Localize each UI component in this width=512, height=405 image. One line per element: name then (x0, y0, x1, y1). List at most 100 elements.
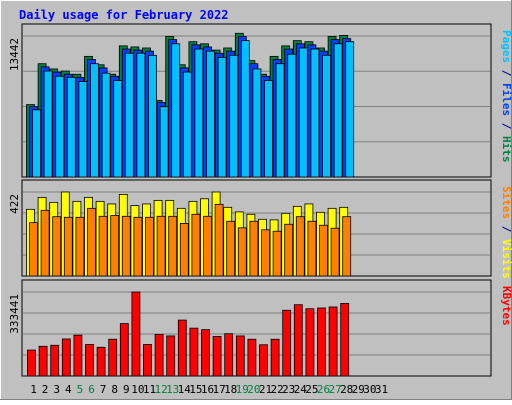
bar-sites-day-5 (75, 216, 85, 277)
x-tick-label: 25 (305, 383, 318, 396)
bar-sites-day-22 (272, 230, 282, 277)
x-tick-label: 19 (236, 383, 249, 396)
x-tick-label: 17 (212, 383, 225, 396)
bar-sites-day-13 (168, 215, 178, 277)
axis-label-part: / (500, 63, 512, 83)
bar-sites-day-11 (145, 216, 154, 277)
x-tick-label: 1 (30, 383, 37, 396)
bar-sites-day-23 (284, 223, 294, 277)
x-tick-label: 21 (259, 383, 272, 396)
bar-sites-day-14 (179, 223, 189, 277)
y-max-label: 13442 (8, 38, 21, 71)
bar-sites-day-17 (214, 203, 224, 277)
axis-label-part: KBytes (500, 286, 512, 326)
axis-label-part: Pages (500, 30, 512, 63)
x-tick-label: 6 (88, 383, 95, 396)
bar-pages-day-8 (113, 80, 123, 178)
axis-label-kbytes: KBytes (500, 286, 512, 326)
bar-kbytes-day-4 (61, 338, 71, 377)
y-max-label: 422 (8, 194, 21, 214)
x-tick-label: 14 (178, 383, 192, 396)
x-tick-label: 23 (282, 383, 295, 396)
x-tick-label: 28 (340, 383, 353, 396)
bar-sites-day-24 (295, 216, 305, 277)
bar-pages-day-10 (136, 52, 146, 178)
x-tick-label: 27 (328, 383, 341, 396)
axis-label-part: / (500, 116, 512, 136)
bar-kbytes-day-21 (259, 344, 268, 377)
bar-pages-day-19 (240, 40, 250, 178)
x-tick-label: 7 (100, 383, 107, 396)
bar-sites-day-3 (52, 216, 62, 277)
bar-kbytes-day-23 (282, 309, 292, 377)
x-tick-label: 22 (270, 383, 283, 396)
panel-kbytes: 333441 KBytes (8, 279, 512, 377)
axis-label-part: Hits (500, 136, 512, 163)
bar-pages-day-16 (206, 50, 215, 178)
bar-pages-day-5 (78, 81, 88, 178)
chart-title: Daily usage for February 2022 (19, 8, 229, 22)
bar-pages-day-1 (32, 109, 41, 178)
bar-pages-day-22 (275, 63, 285, 178)
axis-label-part: Files (500, 83, 512, 116)
bar-sites-day-26 (319, 224, 328, 277)
bar-sites-day-25 (307, 220, 317, 277)
bar-kbytes-day-10 (131, 291, 141, 377)
axis-label-visits-sites: Sites / Visits (500, 186, 512, 279)
bar-kbytes-day-1 (27, 349, 36, 377)
bar-kbytes-day-26 (317, 307, 326, 377)
bar-pages-day-18 (229, 54, 239, 178)
bar-pages-day-14 (182, 71, 192, 178)
x-tick-label: 10 (131, 383, 144, 396)
bar-sites-day-27 (330, 227, 340, 277)
panel-hits-files-pages: 13442 Pages / Files / Hits (8, 23, 512, 178)
bar-kbytes-day-20 (247, 338, 257, 377)
axis-label-part: / (500, 219, 512, 239)
bar-kbytes-day-22 (270, 338, 280, 377)
bar-pages-day-12 (159, 106, 169, 178)
bar-sites-day-10 (133, 216, 143, 277)
x-tick-label: 18 (224, 383, 237, 396)
bar-pages-day-6 (90, 63, 99, 178)
bar-pages-day-25 (310, 48, 320, 178)
bar-pages-day-4 (66, 76, 76, 178)
bar-pages-day-17 (217, 57, 227, 178)
bar-sites-day-1 (29, 222, 38, 277)
bar-kbytes-day-16 (201, 329, 210, 377)
bar-sites-day-12 (156, 215, 166, 277)
bar-kbytes-day-3 (50, 344, 60, 377)
bar-sites-day-15 (191, 213, 201, 277)
bar-kbytes-day-12 (154, 334, 164, 377)
x-tick-label: 4 (65, 383, 72, 396)
x-tick-label: 3 (53, 383, 60, 396)
bar-sites-day-8 (110, 215, 120, 277)
x-tick-label: 15 (189, 383, 202, 396)
bar-pages-day-2 (43, 70, 53, 178)
x-tick-label: 30 (363, 383, 376, 396)
bar-kbytes-day-17 (212, 336, 222, 377)
bar-kbytes-day-27 (328, 306, 338, 377)
bar-sites-day-9 (121, 215, 131, 277)
x-tick-label: 16 (201, 383, 214, 396)
y-max-label: 333441 (8, 294, 21, 334)
bar-pages-day-26 (322, 54, 331, 178)
x-tick-label: 9 (123, 383, 130, 396)
bar-pages-day-20 (252, 68, 262, 178)
bar-sites-day-4 (63, 216, 73, 277)
bar-pages-day-23 (287, 53, 297, 178)
bar-kbytes-day-14 (177, 319, 187, 377)
bar-pages-day-9 (124, 52, 134, 178)
bar-kbytes-day-28 (340, 303, 350, 377)
bar-pages-day-3 (55, 75, 65, 178)
x-tick-label: 2 (42, 383, 49, 396)
bar-kbytes-day-11 (143, 344, 152, 377)
bar-sites-day-2 (40, 209, 50, 277)
x-tick-label: 29 (352, 383, 365, 396)
bar-sites-day-20 (249, 220, 259, 277)
x-tick-label: 31 (375, 383, 388, 396)
x-tick-label: 26 (317, 383, 330, 396)
bar-sites-day-16 (203, 215, 212, 277)
x-tick-label: 8 (111, 383, 118, 396)
